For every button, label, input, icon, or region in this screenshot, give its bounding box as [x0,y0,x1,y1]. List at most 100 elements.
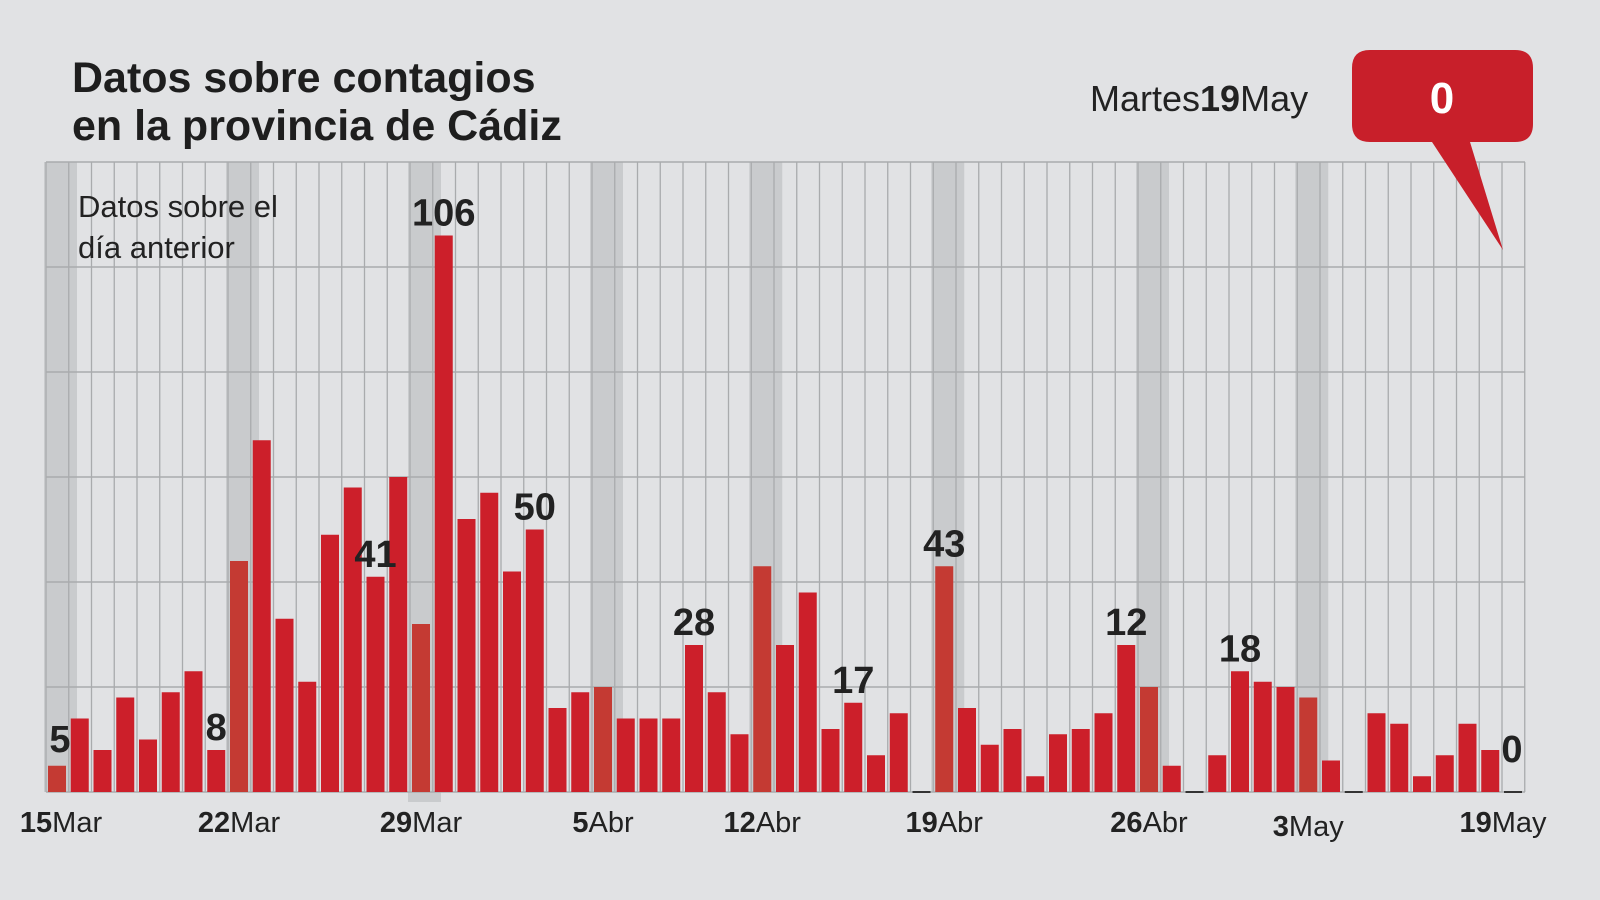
callout-value: 0 [1430,74,1454,123]
data-label: 0 [1501,729,1522,771]
bar [1276,687,1295,792]
bar [1458,723,1477,792]
tick-month: Mar [230,807,280,839]
bar [821,729,840,792]
tick-day: 26 [1110,807,1142,839]
bar [48,765,66,792]
bar-zero [912,791,931,793]
bar [844,702,863,792]
bar [412,624,430,792]
x-tick-label: 3May [1273,811,1344,843]
x-tick-label: 26Abr [1110,807,1188,839]
data-label: 17 [832,660,874,702]
tick-month: May [1492,807,1547,839]
bar [230,561,248,792]
data-label: 5 [49,719,70,761]
bar-zero [1344,791,1363,793]
bar [1117,645,1136,792]
bar [935,566,954,792]
bar [366,576,385,792]
bar [1071,729,1090,792]
bar [798,592,817,792]
x-tick-label: 5Abr [572,807,634,839]
bar [548,708,567,792]
data-label: 106 [412,193,475,235]
x-tick-label: 19Abr [906,807,984,839]
bar [70,718,89,792]
bar [1140,687,1158,792]
date-month: May [1240,78,1309,119]
bar [525,529,544,792]
bar [889,713,908,792]
page-title: Datos sobre contagios en la provincia de… [72,54,562,150]
tick-month: May [1289,811,1344,843]
bar [980,744,999,792]
bar [116,697,135,792]
bar [1049,734,1067,792]
chart-subtitle: Datos sobre el día anterior [78,189,278,265]
bar [730,734,749,792]
x-tick-label: 15Mar [20,807,103,839]
x-tick-label: 22Mar [198,807,281,839]
bar [867,755,885,792]
bar [184,671,203,792]
bar [571,692,590,792]
bar [1481,750,1500,792]
bar [616,718,635,792]
bar [1003,729,1022,792]
tick-day: 19 [906,807,938,839]
bar-zero [1504,791,1522,793]
date-day: 19 [1200,78,1241,119]
bar [594,687,612,792]
x-tick-label: 12Abr [724,807,802,839]
bar [1367,713,1386,792]
bar [1413,776,1431,792]
data-label: 18 [1219,628,1261,670]
bar [298,681,317,792]
bar [1094,713,1113,792]
tick-day: 3 [1273,811,1289,843]
data-label: 50 [514,487,556,529]
data-label: 43 [923,523,965,565]
data-label: 12 [1105,602,1147,644]
tick-month: Mar [412,807,462,839]
bar [389,477,408,792]
callout-bubble [1352,50,1533,250]
bar [639,718,658,792]
tick-month: Abr [756,807,801,839]
data-label: 28 [673,602,715,644]
tick-day: 12 [724,807,756,839]
bar [343,487,362,792]
bar [1435,755,1454,792]
bar [503,571,521,792]
bar [1299,697,1318,792]
x-tick-label: 19May [1459,807,1547,839]
bar [1390,723,1409,792]
title-line-2: en la provincia de Cádiz [72,102,562,150]
x-tick-label: 29Mar [380,807,463,839]
tick-day: 22 [198,807,230,839]
tick-month: Abr [1143,807,1188,839]
bar [93,750,112,792]
date-label: Martes19May [1090,78,1308,120]
tick-month: Mar [52,807,102,839]
bar [1162,765,1181,792]
tick-day: 19 [1459,807,1491,839]
tick-month: Abr [938,807,983,839]
bar [207,750,226,792]
bar [685,645,703,792]
bar [662,718,681,792]
data-label: 41 [354,534,396,576]
title-line-1: Datos sobre contagios [72,54,536,102]
tick-month: Abr [589,807,634,839]
bar-zero [1185,791,1204,793]
bar [958,708,976,792]
tick-day: 5 [572,807,588,839]
bar [707,692,726,792]
tick-day: 15 [20,807,52,839]
bar [321,534,339,792]
bar [753,566,772,792]
bar [275,618,294,792]
bar [139,739,157,792]
